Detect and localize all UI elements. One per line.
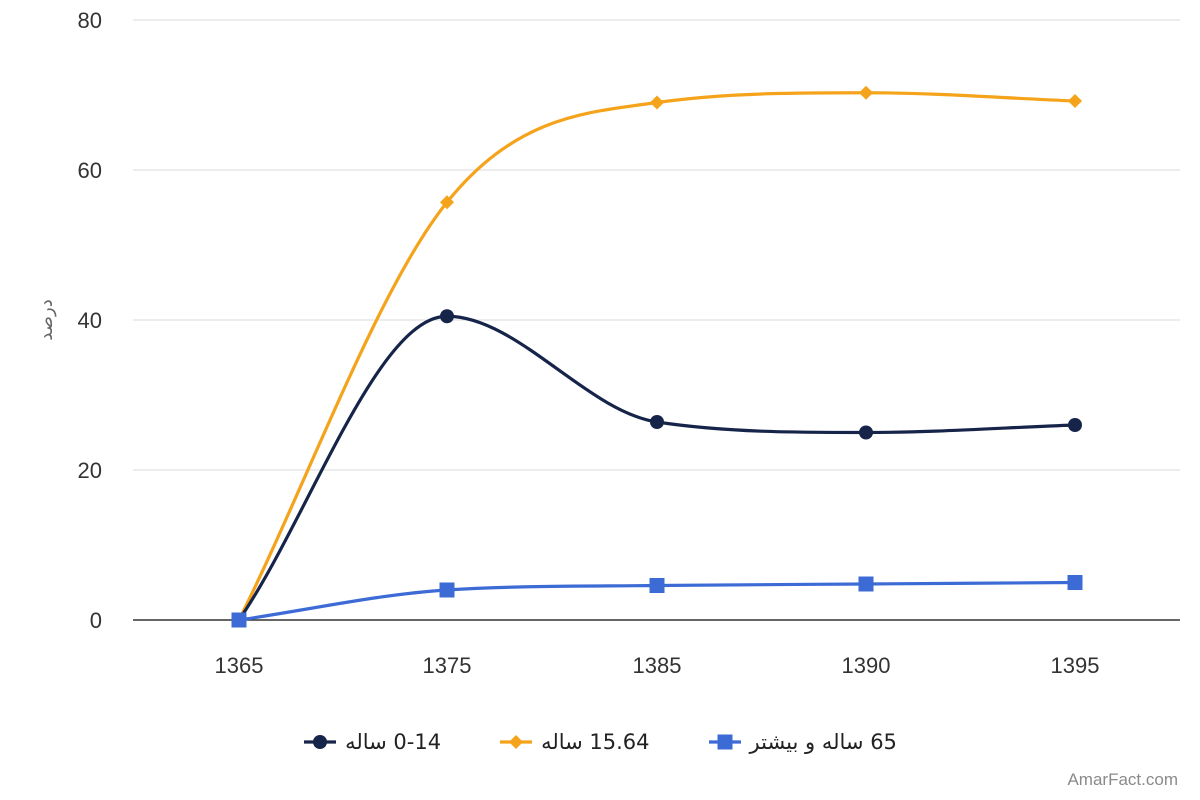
y-axis-ticks: 0 20 40 60 80 — [78, 8, 102, 633]
x-tick-label: 1365 — [215, 653, 264, 678]
data-point — [440, 195, 454, 210]
y-tick-label: 0 — [90, 608, 102, 633]
data-point — [859, 85, 873, 100]
data-point — [231, 612, 247, 628]
legend-label: 0-14 ساله — [345, 730, 442, 754]
legend-marker-icon — [717, 734, 733, 750]
legend-marker-icon — [509, 735, 524, 749]
x-tick-label: 1375 — [423, 653, 472, 678]
y-tick-label: 40 — [78, 308, 102, 333]
data-point — [859, 425, 873, 440]
series-2 — [231, 575, 1083, 628]
series-lines — [231, 85, 1083, 628]
legend-marker-icon — [313, 735, 328, 749]
legend-label: 65 ساله و بیشتر — [749, 730, 897, 754]
y-tick-label: 60 — [78, 158, 102, 183]
x-tick-label: 1385 — [633, 653, 682, 678]
legend-swatch-icon — [500, 735, 533, 749]
data-point — [650, 95, 664, 110]
data-point — [650, 415, 664, 429]
data-point — [1068, 418, 1082, 432]
y-tick-label: 20 — [78, 458, 102, 483]
legend-item[interactable]: 65 ساله و بیشتر — [708, 730, 897, 754]
x-axis-ticks: 1365 1375 1385 1390 1395 — [215, 653, 1100, 678]
data-point — [440, 309, 454, 324]
y-axis-title: درصد — [36, 299, 57, 340]
series-line — [237, 91, 1077, 622]
data-point — [1067, 575, 1083, 590]
legend: 0-14 ساله 15.64 ساله 65 ساله و بیشتر — [0, 722, 1200, 762]
watermark: AmarFact.com — [1067, 770, 1178, 789]
legend-swatch-icon — [708, 734, 741, 750]
data-point — [439, 582, 455, 598]
data-point — [649, 578, 665, 593]
series-1 — [232, 85, 1082, 627]
legend-swatch-icon — [304, 735, 337, 749]
legend-label: 15.64 ساله — [541, 730, 650, 754]
series-line — [237, 314, 1077, 622]
x-tick-label: 1390 — [842, 653, 891, 678]
y-tick-label: 80 — [78, 8, 102, 33]
data-point — [858, 576, 874, 592]
legend-item[interactable]: 0-14 ساله — [303, 730, 441, 754]
x-tick-label: 1395 — [1051, 653, 1100, 678]
legend-item[interactable]: 15.64 ساله — [499, 730, 650, 754]
data-point — [1068, 94, 1082, 108]
